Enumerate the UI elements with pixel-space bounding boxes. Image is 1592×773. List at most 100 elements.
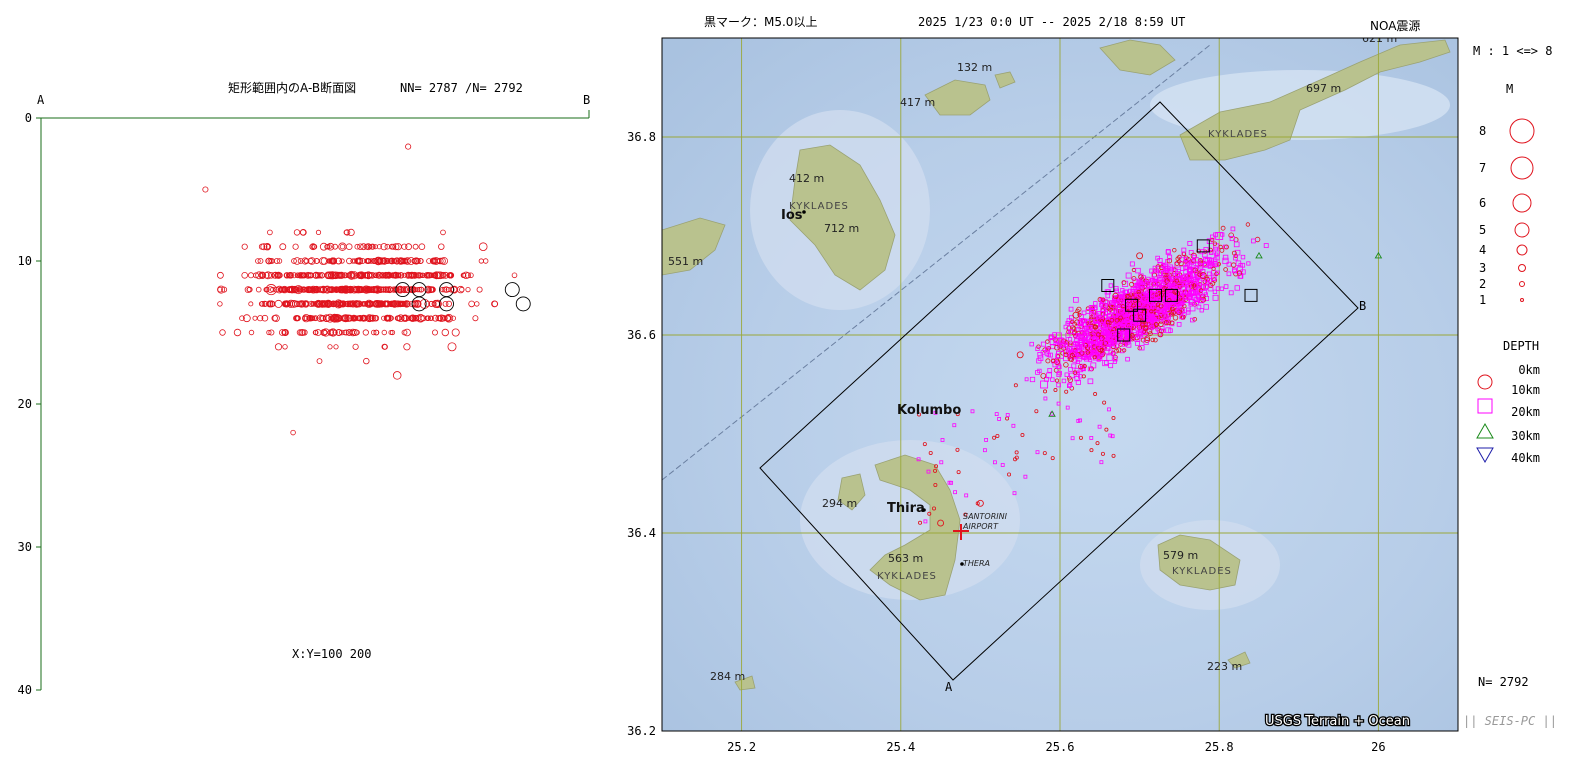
- section-point: [408, 315, 414, 321]
- event-10km: [1095, 441, 1100, 446]
- place-label-kyk4: KYKLADES: [1172, 566, 1232, 577]
- section-point: [397, 272, 405, 279]
- section-point: [407, 286, 414, 293]
- map-event-points: [916, 222, 1383, 527]
- event-20km: [1187, 240, 1193, 246]
- event-20km: [1076, 418, 1081, 423]
- town-dot: [960, 562, 964, 566]
- event-20km: [1121, 332, 1127, 337]
- event-20km: [1050, 377, 1055, 382]
- event-20km: [1098, 328, 1104, 333]
- section-point: [265, 244, 271, 250]
- event-20km: [1095, 311, 1104, 320]
- section-point: [363, 243, 370, 250]
- event-20km: [1215, 270, 1220, 275]
- event-20km: [1181, 247, 1187, 253]
- event-20km: [1183, 257, 1188, 262]
- event-10km: [1116, 347, 1122, 353]
- place-label-e132: 132 m: [957, 61, 992, 74]
- event-20km: [1105, 336, 1110, 341]
- section-point: [321, 329, 328, 336]
- section-point: [341, 286, 349, 293]
- event-10km: [955, 447, 960, 452]
- event-20km: [1005, 413, 1010, 417]
- section-point: [307, 257, 314, 265]
- section-point: [476, 286, 483, 293]
- section-point: [345, 329, 353, 336]
- section-point: [418, 272, 424, 278]
- section-point: [376, 244, 382, 250]
- cross-section-count: NN= 2787 /N= 2792: [400, 81, 523, 95]
- source-label: NOA震源: [1370, 19, 1420, 33]
- event-20km: [1075, 342, 1081, 348]
- section-point: [293, 315, 301, 322]
- magnitude-symbol: [1510, 156, 1534, 180]
- event-20km: [1108, 363, 1114, 369]
- section-point: [390, 243, 397, 250]
- section-point: [345, 286, 352, 293]
- event-10km: [963, 512, 968, 517]
- event-20km: [1068, 337, 1073, 342]
- event-20km: [1202, 263, 1208, 268]
- event-10km: [1016, 351, 1024, 359]
- islet-north: [994, 71, 1016, 89]
- event-20km: [1119, 293, 1125, 299]
- event-20km: [1130, 286, 1136, 292]
- event-10km: [1144, 335, 1151, 342]
- section-point: [431, 272, 439, 279]
- event-20km: [1065, 405, 1070, 410]
- section-point: [356, 286, 363, 293]
- section-point: [347, 270, 356, 280]
- event-20km: [1199, 298, 1205, 304]
- event-20km: [1108, 349, 1114, 355]
- event-10km: [1054, 345, 1060, 351]
- event-20km: [1096, 339, 1102, 345]
- section-point: [321, 328, 330, 337]
- event-20km: [1037, 351, 1043, 358]
- section-point: [433, 299, 442, 309]
- section-point: [395, 315, 402, 322]
- event-20km: [1047, 367, 1053, 373]
- event-10km: [934, 464, 939, 469]
- event-20km: [1190, 258, 1196, 264]
- section-point: [287, 271, 295, 279]
- section-point: [435, 315, 442, 322]
- section-point: [301, 257, 309, 265]
- event-20km: [1189, 299, 1195, 305]
- section-point: [433, 257, 441, 265]
- section-point: [365, 286, 371, 293]
- section-point: [217, 301, 223, 307]
- section-point: [387, 286, 394, 293]
- section-point: [301, 286, 308, 293]
- event-10km: [1118, 315, 1123, 321]
- section-point: [338, 242, 347, 251]
- event-m5-plus: [1125, 298, 1139, 312]
- event-20km: [1196, 279, 1203, 286]
- section-point: [349, 272, 355, 278]
- section-point: [292, 243, 299, 250]
- event-20km: [1206, 271, 1212, 277]
- section-point: [272, 314, 280, 322]
- depth-symbol-10km: [1477, 374, 1493, 390]
- event-20km: [1068, 306, 1074, 312]
- event-20km: [1148, 324, 1154, 331]
- section-point: [324, 243, 331, 250]
- event-10km: [1081, 374, 1086, 379]
- place-label-ios: Ios: [781, 208, 803, 223]
- section-point: [233, 328, 242, 337]
- event-20km: [1161, 328, 1166, 333]
- section-point: [276, 258, 283, 264]
- y-tick-label: 36.6: [627, 328, 656, 342]
- section-point: [312, 315, 319, 322]
- event-20km: [1113, 330, 1118, 336]
- place-label-e284: 284 m: [710, 670, 745, 683]
- section-point: [437, 314, 446, 322]
- islet-south-west: [734, 675, 756, 691]
- event-20km: [1179, 256, 1186, 263]
- event-10km: [1199, 272, 1207, 280]
- event-20km: [1126, 320, 1132, 326]
- section-point: [373, 285, 382, 294]
- event-20km: [993, 460, 997, 465]
- event-20km: [1089, 435, 1094, 440]
- section-point: [267, 257, 274, 264]
